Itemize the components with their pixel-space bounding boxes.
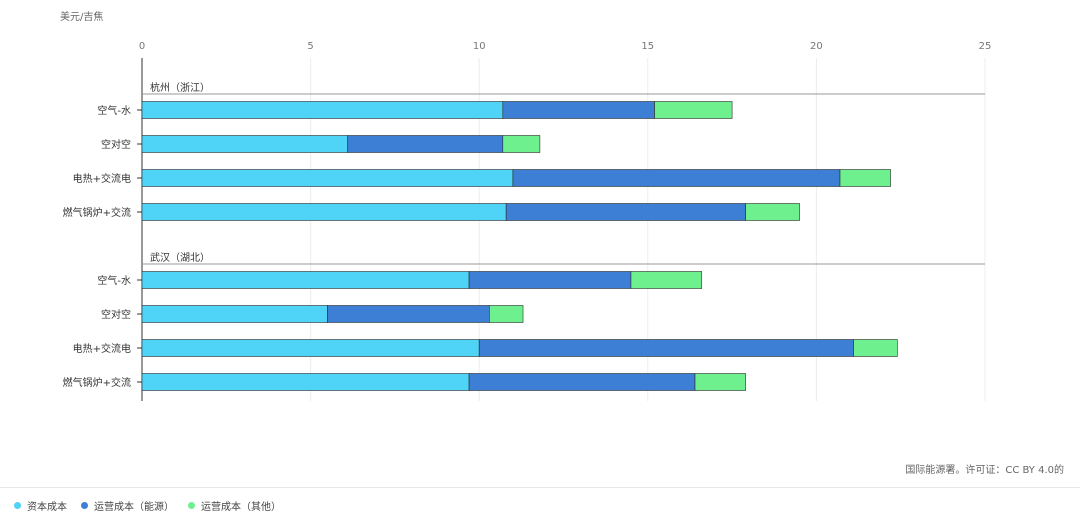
bar-segment <box>141 169 514 187</box>
stacked-bar-chart: 0 5 10 15 20 25杭州（浙江）空气-水空对空电热+交流电燃气锅炉+交流武汉（湖… <box>63 41 992 401</box>
bar-segment <box>512 169 841 187</box>
legend-item-capital[interactable]: 资本成本 <box>14 498 67 513</box>
legend-label: 运营成本（能源） <box>94 502 174 513</box>
bar-segment <box>654 101 733 119</box>
legend-swatch <box>81 502 88 509</box>
divider <box>0 487 1080 488</box>
category-label: 电热+交流电 <box>73 172 131 185</box>
x-tick-label: 0 <box>139 41 145 52</box>
bar-segment <box>839 169 891 187</box>
bar-segment <box>347 135 504 153</box>
category-label: 空对空 <box>101 138 131 151</box>
unit-label: 美元/吉焦 <box>60 12 104 23</box>
x-tick-label: 20 <box>810 41 823 52</box>
bar-segment <box>505 203 746 221</box>
bar-segment <box>141 339 480 357</box>
bar-segment <box>630 271 703 289</box>
bar-segment <box>141 135 348 153</box>
bar-segment <box>327 305 490 323</box>
bar-segment <box>141 305 328 323</box>
legend-label: 资本成本 <box>27 502 67 513</box>
bar-segment <box>489 305 524 323</box>
x-tick-label: 10 <box>473 41 486 52</box>
legend-swatch <box>188 502 195 509</box>
bar-segment <box>745 203 800 221</box>
group-title: 武汉（湖北） <box>150 251 210 264</box>
category-label: 空气-水 <box>97 104 131 117</box>
bar-segment <box>694 373 746 391</box>
bar-segment <box>141 101 504 119</box>
category-label: 电热+交流电 <box>73 342 131 355</box>
category-label: 燃气锅炉+交流 <box>63 206 131 219</box>
legend-item-opex-other[interactable]: 运营成本（其他） <box>188 498 281 513</box>
category-label: 燃气锅炉+交流 <box>63 376 131 389</box>
group-title: 杭州（浙江） <box>150 81 210 94</box>
category-label: 空对空 <box>101 308 131 321</box>
bar-segment <box>502 101 655 119</box>
legend-label: 运营成本（其他） <box>201 502 281 513</box>
legend-swatch <box>14 502 21 509</box>
category-label: 空气-水 <box>97 274 131 287</box>
legend-item-opex-energy[interactable]: 运营成本（能源） <box>81 498 174 513</box>
x-tick-label: 5 <box>307 41 313 52</box>
legend: 资本成本 运营成本（能源） 运营成本（其他） <box>14 498 281 513</box>
bar-segment <box>468 373 696 391</box>
bar-segment <box>141 271 470 289</box>
bar-segment <box>141 203 507 221</box>
x-tick-label: 25 <box>979 41 992 52</box>
x-tick-label: 15 <box>641 41 654 52</box>
bar-segment <box>502 135 541 153</box>
source-note: 国际能源署。许可证：CC BY 4.0的 <box>905 465 1064 476</box>
bar-segment <box>478 339 854 357</box>
bar-segment <box>141 373 470 391</box>
bar-segment <box>468 271 632 289</box>
bar-segment <box>853 339 898 357</box>
